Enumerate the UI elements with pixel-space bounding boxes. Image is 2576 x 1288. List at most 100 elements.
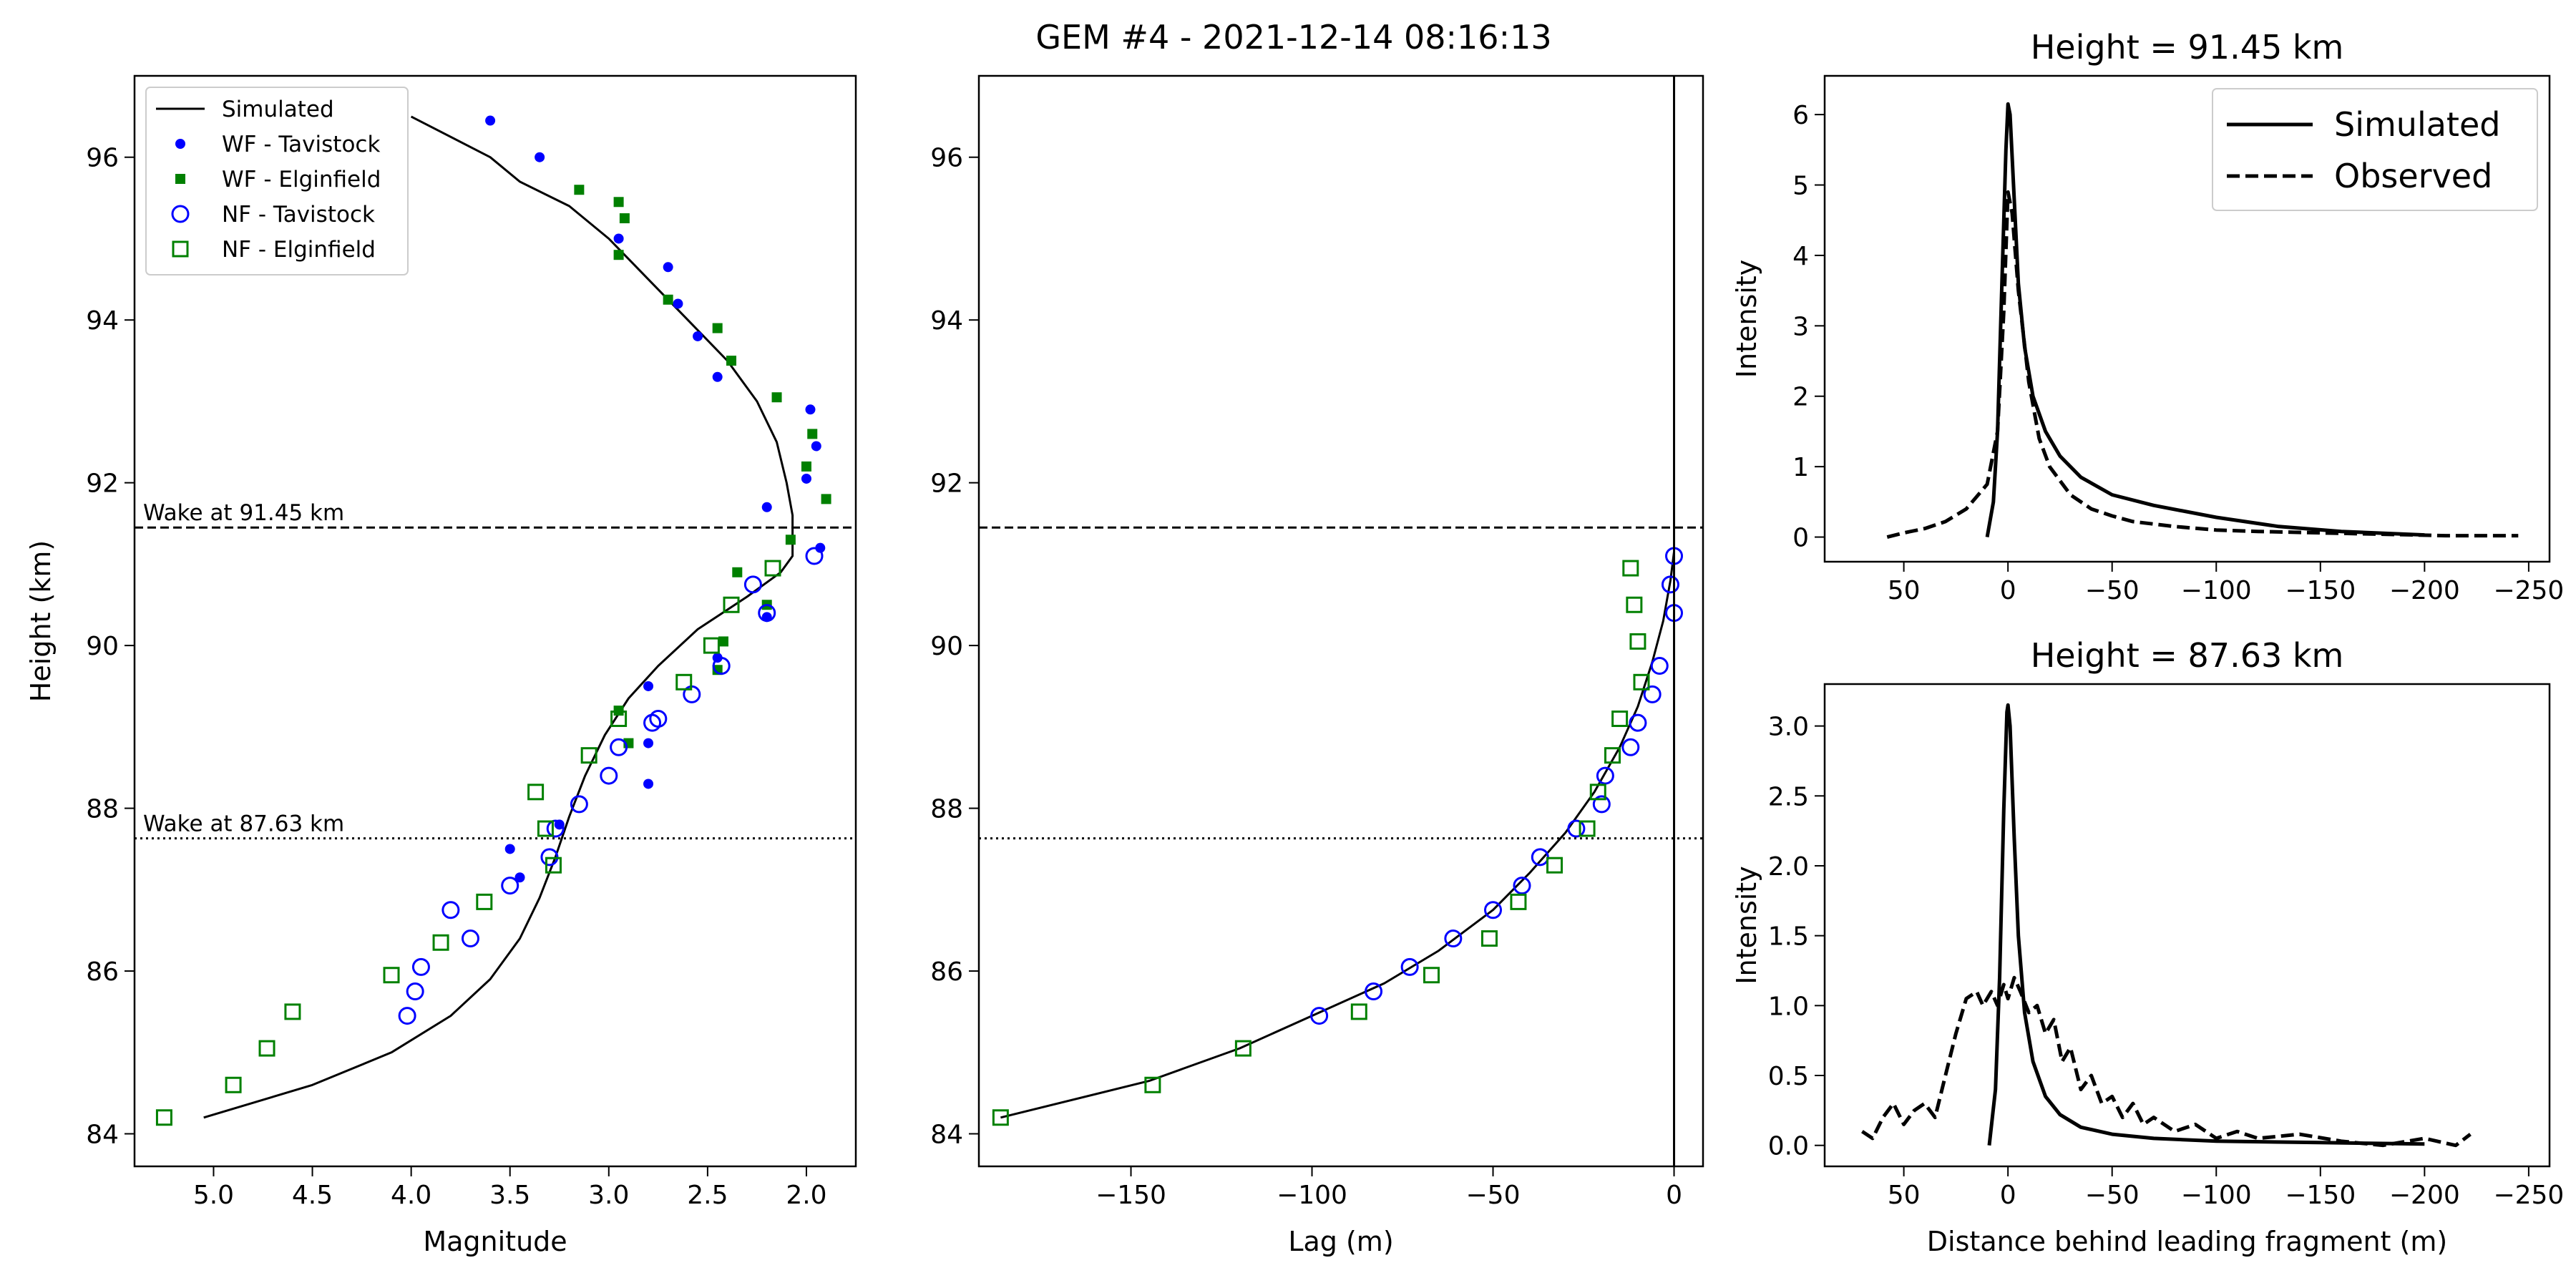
axes-frame [133,74,857,1168]
x-tick-label: −150 [2285,576,2356,605]
nf-elginfield-point [1589,784,1606,801]
x-tick-label: 4.5 [292,1181,333,1210]
nf-elginfield-point [225,1076,242,1093]
legend-label: Simulated [2334,105,2500,144]
x-tick-label: −250 [2493,576,2564,605]
x-tick-label: 50 [1888,576,1921,605]
nf-elginfield-point [675,673,693,691]
nf-elginfield-point [1579,820,1596,837]
x-axis-label: Magnitude [423,1226,567,1257]
x-tick-label: 0 [2000,1181,2016,1210]
x-tick-label: 2.5 [687,1181,728,1210]
nf-elginfield-point [1611,710,1629,727]
wf-tavistock-point [663,262,673,273]
observed-line [1861,975,2472,1148]
nf-elginfield-point [723,596,740,613]
wf-tavistock-point [643,738,654,748]
wf-elginfield-point [718,636,728,647]
panel-title: Height = 87.63 km [2031,636,2344,675]
nf-tavistock-point [1596,766,1614,785]
x-tick-label: −150 [1096,1181,1166,1210]
panel-title: Height = 91.45 km [2031,28,2344,67]
y-tick-label: 86 [86,957,119,987]
nf-tavistock-point [610,738,628,756]
nf-elginfield-point [1546,857,1563,874]
y-tick-label: 0.5 [1768,1062,1809,1091]
y-tick-label: 2 [1792,383,1809,412]
wake-annotation: Wake at 91.45 km [143,500,344,526]
simulated-line [1985,102,2425,538]
nf-tavistock-point [411,957,430,976]
nf-tavistock-point [712,657,731,675]
nf-tavistock-point [1310,1007,1329,1025]
nf-elginfield-point [537,820,554,837]
plot-area [1861,703,2472,1148]
y-axis-label: Intensity [1731,260,1762,378]
nf-elginfield-point [610,710,628,727]
nf-tavistock-point [1629,713,1647,732]
legend: Simulated Observed [2212,88,2538,211]
plot-area [1886,102,2519,540]
nf-elginfield-point [1629,633,1646,650]
nf-tavistock-point [1592,795,1611,814]
x-tick-label: −150 [2285,1181,2356,1210]
y-axis-label: Intensity [1731,866,1762,984]
y-tick-label: 86 [930,957,963,987]
nf-tavistock-point [441,901,460,919]
x-tick-label: −200 [2389,1181,2460,1210]
wf-elginfield-point [801,461,811,472]
wf-tavistock-point [485,115,496,126]
nf-elginfield-point [1423,967,1440,984]
y-tick-label: 90 [930,632,963,661]
y-tick-label: 1.5 [1768,922,1809,952]
nf-tavistock-point [1513,877,1531,895]
wf-tavistock-point [811,441,821,452]
wf-tavistock-point [514,872,525,883]
nf-elginfield-point [284,1003,301,1020]
nf-elginfield-point [992,1109,1009,1126]
wf-elginfield-point [613,250,624,260]
x-tick-label: −200 [2389,576,2460,605]
y-tick-label: 90 [86,632,119,661]
wf-elginfield-point [574,185,585,195]
legend-swatch-open-square [172,240,189,258]
wf-elginfield-point [663,294,673,305]
wf-elginfield-point [785,535,796,545]
y-tick-label: 84 [86,1121,119,1150]
y-tick-label: 94 [930,306,963,336]
axes-frame [1823,683,2551,1168]
nf-elginfield-point [1633,673,1650,691]
nf-elginfield-point [155,1109,172,1126]
nf-tavistock-point [1444,930,1463,948]
wf-elginfield-point [712,665,723,675]
y-tick-label: 6 [1792,101,1809,130]
nf-tavistock-point [1400,957,1419,976]
nf-tavistock-point [805,547,824,565]
y-tick-label: 96 [930,144,963,173]
wf-elginfield-point [712,323,723,333]
nf-tavistock-point [600,766,618,785]
observed-line [1886,190,2519,540]
x-tick-label: 0 [1666,1181,1682,1210]
wake-profile-lower-panel: 50 0 −50 −100 −150 −200 −250 0.0 0.5 1.0 1.5 2.0 2.5… [1731,636,2564,1257]
wf-tavistock-point [504,844,515,854]
nf-tavistock-point [1567,819,1586,838]
x-tick-label: −50 [1466,1181,1521,1210]
nf-tavistock-point [1661,575,1679,594]
nf-elginfield-point [1510,893,1527,910]
nf-elginfield-point [1234,1040,1252,1057]
nf-tavistock-point [1621,738,1640,756]
y-tick-label: 0.0 [1768,1132,1809,1161]
nf-elginfield-point [703,637,720,654]
axes-frame [977,74,1704,1168]
wake-profile-upper-panel: 50 0 −50 −100 −150 −200 −250 0 1 2 3 4 5 6 Intensity He… [1731,28,2564,605]
y-tick-label: 88 [930,795,963,824]
nf-tavistock-point [501,877,519,895]
wf-tavistock-point [643,779,654,789]
y-tick-label: 1 [1792,453,1809,482]
x-tick-label: 5.0 [193,1181,234,1210]
x-axis-label: Distance behind leading fragment (m) [1927,1226,2447,1257]
x-axis-label: Lag (m) [1288,1226,1393,1257]
nf-tavistock-point [1484,901,1503,919]
